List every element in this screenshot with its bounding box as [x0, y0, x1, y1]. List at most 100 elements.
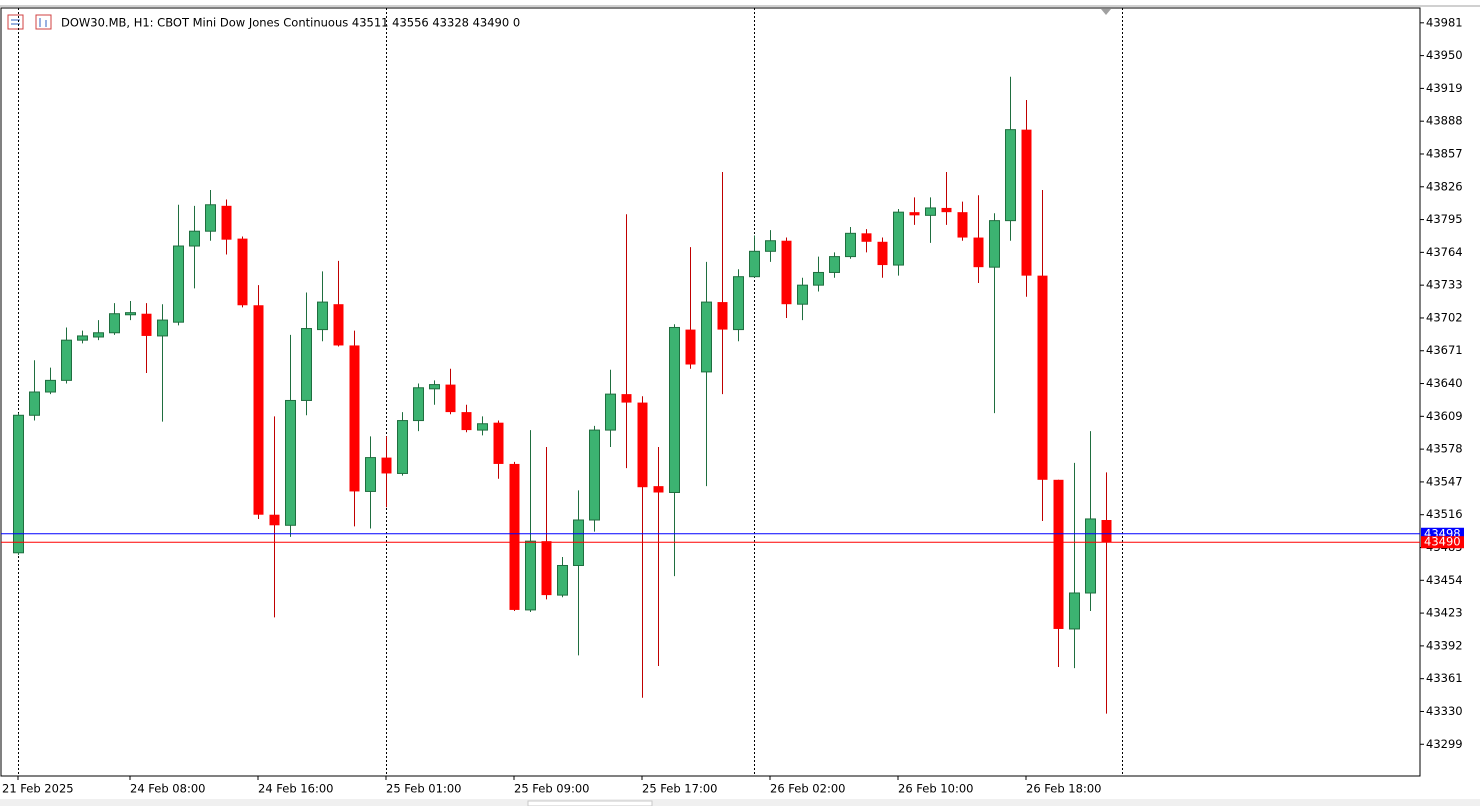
candle-body: [973, 237, 984, 268]
candle-body: [925, 207, 936, 216]
y-tick-label: 43857: [1426, 146, 1463, 160]
candle-body: [781, 240, 792, 305]
candle-body: [381, 457, 392, 474]
price-label: 43490: [1424, 535, 1461, 549]
menu-icon[interactable]: [7, 14, 24, 30]
candle-body: [733, 276, 744, 331]
candle-body: [45, 379, 56, 393]
candle-body: [493, 422, 504, 464]
candle-body: [269, 514, 280, 526]
candle-body: [333, 304, 344, 346]
candle-body: [285, 399, 296, 526]
candle-body: [509, 463, 520, 610]
candle-body: [813, 271, 824, 286]
y-tick-label: 43888: [1426, 114, 1463, 128]
candle-body: [1053, 479, 1064, 629]
candle-body: [29, 391, 40, 416]
candle-body: [1101, 520, 1112, 543]
y-tick-label: 43392: [1426, 638, 1463, 652]
candle-body: [557, 564, 568, 596]
candle-body: [941, 207, 952, 213]
candle-body: [141, 313, 152, 336]
candle-body: [637, 402, 648, 488]
y-tick-label: 43640: [1426, 376, 1463, 390]
shift-marker: [1101, 9, 1111, 15]
y-tick-label: 43423: [1426, 606, 1463, 620]
candle-body: [861, 233, 872, 242]
candle-body: [653, 486, 664, 493]
candle-body: [957, 212, 968, 238]
candle-body: [93, 332, 104, 338]
candle-body: [317, 301, 328, 331]
candle-body: [173, 245, 184, 323]
candle-body: [909, 212, 920, 216]
candle-body: [845, 232, 856, 258]
candle-body: [205, 204, 216, 232]
y-tick-label: 43671: [1426, 343, 1463, 357]
candle-body: [525, 540, 536, 611]
candle-body: [157, 319, 168, 337]
x-tick-label: 26 Feb 10:00: [898, 782, 973, 796]
scrollbar[interactable]: [0, 799, 1480, 806]
x-tick-label: 21 Feb 2025: [2, 782, 74, 796]
candle-body: [429, 384, 440, 390]
candle-body: [349, 345, 360, 492]
candle-body: [109, 313, 120, 334]
x-tick-label: 25 Feb 01:00: [386, 782, 461, 796]
candle-body: [253, 305, 264, 515]
candle-body: [189, 230, 200, 247]
candle-body: [589, 429, 600, 521]
candle-body: [13, 414, 24, 554]
candle-body: [1085, 518, 1096, 594]
candle-body: [541, 541, 552, 596]
y-tick-label: 43547: [1426, 474, 1463, 488]
x-tick-label: 24 Feb 08:00: [130, 782, 205, 796]
candle-body: [301, 328, 312, 401]
y-tick-label: 43516: [1426, 507, 1463, 521]
x-tick-label: 25 Feb 17:00: [642, 782, 717, 796]
chart-title: DOW30.MB, H1: CBOT Mini Dow Jones Contin…: [61, 16, 520, 30]
candle-body: [237, 238, 248, 306]
candle-body: [605, 393, 616, 431]
candle-body: [701, 301, 712, 373]
y-tick-label: 43361: [1426, 671, 1463, 685]
y-tick-label: 43609: [1426, 409, 1463, 423]
y-tick-label: 43578: [1426, 442, 1463, 456]
candle-body: [445, 384, 456, 413]
candle-body: [125, 312, 136, 316]
candle-body: [877, 241, 888, 266]
x-tick-label: 26 Feb 18:00: [1026, 782, 1101, 796]
candle-body: [717, 302, 728, 330]
candle-body: [765, 240, 776, 252]
candle-body: [61, 339, 72, 381]
y-tick-label: 43299: [1426, 737, 1463, 751]
candle-body: [749, 250, 760, 278]
candle-body: [413, 387, 424, 422]
y-tick-label: 43919: [1426, 81, 1463, 95]
candle-body: [1021, 129, 1032, 276]
candle-body: [397, 420, 408, 474]
candle-body: [989, 220, 1000, 268]
x-tick-label: 26 Feb 02:00: [770, 782, 845, 796]
y-tick-label: 43981: [1426, 15, 1463, 29]
chart-icon[interactable]: [35, 14, 52, 30]
candle-body: [1069, 592, 1080, 630]
candle-body: [797, 284, 808, 305]
scroll-thumb[interactable]: [527, 800, 653, 806]
candle-body: [77, 335, 88, 341]
candle-body: [477, 423, 488, 431]
candle-body: [621, 394, 632, 403]
plot-frame: [0, 7, 1421, 777]
candle-body: [893, 211, 904, 266]
y-tick-label: 43950: [1426, 48, 1463, 62]
y-tick-label: 43733: [1426, 278, 1463, 292]
candle-body: [1005, 129, 1016, 222]
candle-body: [461, 412, 472, 431]
y-tick-label: 43764: [1426, 245, 1463, 259]
price-label-box: [1421, 536, 1464, 549]
candle-body: [1037, 275, 1048, 480]
x-tick-label: 24 Feb 16:00: [258, 782, 333, 796]
candle-body: [573, 519, 584, 566]
